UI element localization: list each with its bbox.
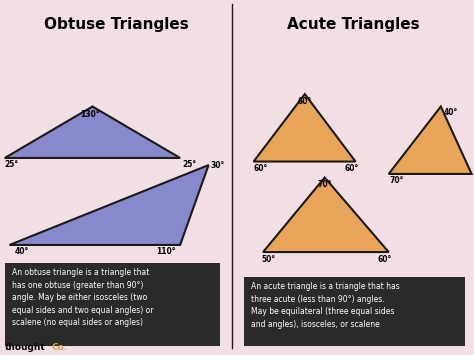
Text: thought: thought (5, 343, 46, 352)
Text: 25°: 25° (182, 160, 197, 169)
Text: 60°: 60° (298, 97, 312, 105)
Text: 40°: 40° (443, 108, 457, 117)
Polygon shape (9, 165, 209, 245)
Text: 70°: 70° (318, 180, 332, 189)
Text: An acute triangle is a triangle that has
three acute (less than 90°) angles.
May: An acute triangle is a triangle that has… (251, 282, 400, 329)
Text: Obtuse Triangles: Obtuse Triangles (44, 17, 189, 32)
Text: 110°: 110° (156, 247, 176, 256)
Text: 60°: 60° (254, 164, 268, 173)
Polygon shape (254, 94, 356, 162)
Polygon shape (389, 106, 472, 174)
Text: 50°: 50° (262, 255, 276, 263)
Text: 60°: 60° (377, 255, 392, 263)
Text: 60°: 60° (344, 164, 358, 173)
Text: 130°: 130° (80, 110, 100, 119)
Text: Acute Triangles: Acute Triangles (287, 17, 419, 32)
Text: Co.: Co. (51, 343, 67, 352)
Polygon shape (5, 106, 180, 158)
FancyBboxPatch shape (244, 277, 465, 346)
FancyBboxPatch shape (5, 263, 220, 346)
Text: 70°: 70° (390, 176, 404, 185)
Text: An obtuse triangle is a triangle that
has one obtuse (greater than 90°)
angle. M: An obtuse triangle is a triangle that ha… (12, 268, 154, 327)
Text: 40°: 40° (14, 247, 28, 256)
Polygon shape (263, 178, 389, 252)
Text: 30°: 30° (211, 160, 225, 170)
Text: 25°: 25° (5, 160, 19, 169)
